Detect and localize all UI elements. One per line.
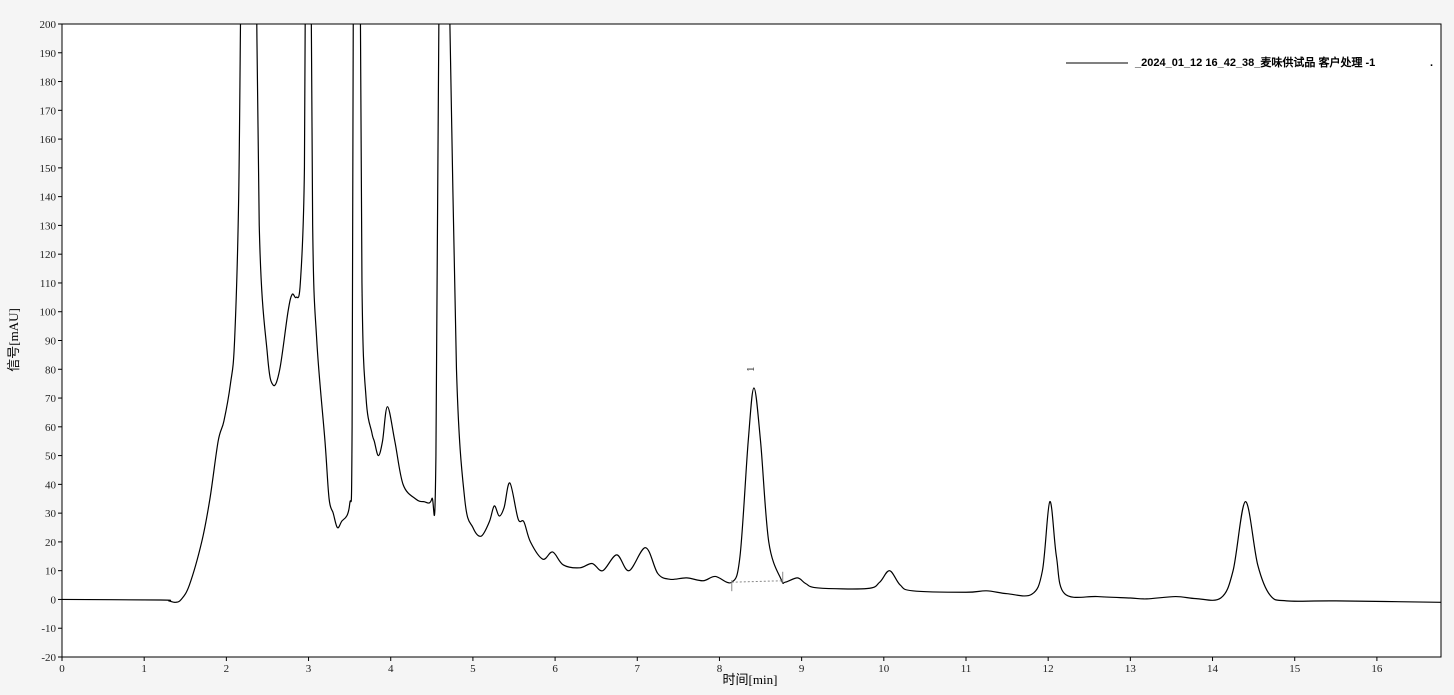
- x-axis-label: 时间[min]: [723, 672, 778, 687]
- y-axis: -20 -10 0 10 20 30 40 50 60 70 80 90 100 110 120 130 140…: [40, 19, 62, 664]
- x-tick-label: 13: [1125, 663, 1137, 675]
- y-tick-label: -10: [41, 623, 56, 635]
- y-tick-label: 180: [40, 77, 57, 89]
- y-tick-label: 190: [40, 48, 57, 60]
- y-tick-label: 150: [40, 163, 57, 175]
- legend-entry: _2024_01_12 16_42_38_麦味供试品 客户处理 -1: [1134, 55, 1375, 69]
- x-axis: 0 1 2 3 4 5 6 7 8 9 10 11 12 13 14 15 16: [59, 657, 1383, 675]
- y-tick-label: 110: [40, 278, 57, 290]
- y-tick-label: 0: [51, 594, 57, 606]
- x-tick-label: 2: [224, 663, 230, 675]
- y-tick-label: 80: [45, 364, 57, 376]
- x-tick-label: 8: [717, 663, 723, 675]
- peak-label: 1: [745, 367, 757, 373]
- y-tick-label: 130: [40, 220, 57, 232]
- integration-baseline: [731, 580, 783, 583]
- legend-dot: .: [1430, 57, 1433, 69]
- y-tick-label: -20: [41, 652, 56, 664]
- x-tick-label: 12: [1043, 663, 1054, 675]
- y-tick-label: 30: [45, 508, 57, 520]
- y-tick-label: 120: [40, 249, 57, 261]
- x-tick-label: 9: [799, 663, 805, 675]
- signal-trace: [62, 24, 1441, 603]
- x-tick-label: 4: [388, 663, 394, 675]
- x-tick-label: 11: [961, 663, 972, 675]
- y-tick-label: 200: [40, 19, 57, 31]
- x-tick-label: 1: [141, 663, 147, 675]
- x-tick-label: 3: [306, 663, 312, 675]
- y-tick-label: 20: [45, 537, 57, 549]
- x-tick-label: 7: [635, 663, 641, 675]
- y-tick-label: 40: [45, 479, 57, 491]
- y-tick-label: 10: [45, 566, 57, 578]
- y-tick-label: 170: [40, 105, 57, 117]
- plot-area: [61, 23, 1442, 658]
- x-tick-label: 10: [878, 663, 890, 675]
- y-tick-label: 50: [45, 451, 57, 463]
- x-tick-label: 15: [1289, 663, 1301, 675]
- y-axis-label: 信号[mAU]: [6, 308, 21, 372]
- legend: _2024_01_12 16_42_38_麦味供试品 客户处理 -1 .: [1066, 55, 1433, 69]
- x-tick-label: 16: [1371, 663, 1383, 675]
- y-tick-label: 70: [45, 393, 57, 405]
- y-tick-label: 100: [40, 307, 57, 319]
- x-tick-label: 5: [470, 663, 476, 675]
- y-tick-label: 60: [45, 422, 57, 434]
- y-tick-label: 160: [40, 134, 57, 146]
- x-tick-label: 14: [1207, 663, 1219, 675]
- y-tick-label: 140: [40, 192, 57, 204]
- y-tick-label: 90: [45, 336, 57, 348]
- x-tick-label: 6: [552, 663, 558, 675]
- x-tick-label: 0: [59, 663, 65, 675]
